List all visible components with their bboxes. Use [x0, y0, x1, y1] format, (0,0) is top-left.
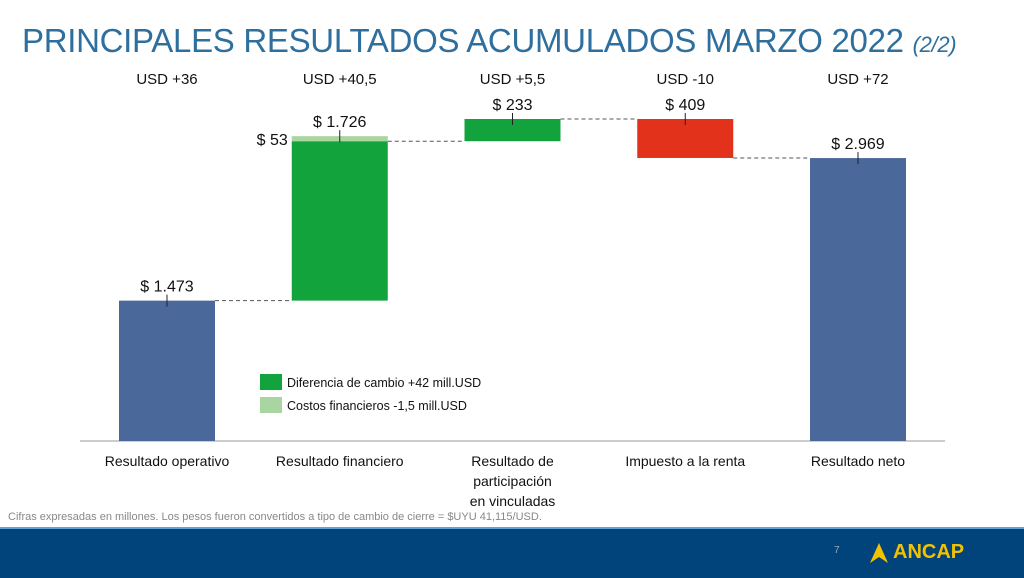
title-text: PRINCIPALES RESULTADOS ACUMULADOS MARZO … — [22, 22, 904, 59]
category-label: Resultado financiero — [276, 453, 404, 469]
legend-label: Diferencia de cambio +42 mill.USD — [287, 376, 481, 390]
category-label: en vinculadas — [470, 493, 556, 509]
value-label: $ 409 — [665, 97, 705, 114]
legend-swatch — [260, 374, 282, 390]
value-label: $ 233 — [492, 97, 532, 114]
category-label: Impuesto a la renta — [625, 453, 745, 469]
category-label: participación — [473, 473, 552, 489]
legend-label: Costos financieros -1,5 mill.USD — [287, 399, 467, 413]
bar-participacion — [464, 119, 561, 142]
ancap-logo-icon — [870, 542, 888, 563]
title-suffix: (2/2) — [912, 32, 957, 57]
footer-bar: 7 ANCAP — [0, 527, 1024, 578]
category-label: Resultado operativo — [105, 453, 230, 469]
usd-label: USD +72 — [827, 71, 888, 88]
value-label: $ 2.969 — [831, 136, 884, 153]
usd-label: USD +5,5 — [480, 71, 545, 88]
page-title: PRINCIPALES RESULTADOS ACUMULADOS MARZO … — [22, 22, 957, 60]
page-number: 7 — [834, 545, 840, 556]
footnote: Cifras expresadas en millones. Los pesos… — [8, 511, 542, 523]
bar-resultado-operativo — [119, 300, 215, 441]
category-label: Resultado de — [471, 453, 554, 469]
usd-label: USD +36 — [136, 71, 197, 88]
value-label: $ 1.726 — [313, 114, 366, 131]
value-label: $ 1.473 — [140, 279, 193, 296]
usd-label: USD -10 — [656, 71, 714, 88]
usd-label: USD +40,5 — [303, 71, 377, 88]
bar-resultado-neto — [810, 158, 906, 441]
bar-resultado-financiero — [291, 141, 388, 301]
ancap-logo: ANCAP — [870, 541, 964, 564]
bar-impuesto — [637, 119, 734, 158]
waterfall-chart: $ 1.473 $ 1.726 $ 233 $ 409 $ 2.969 $ 53 USD +… — [80, 71, 945, 509]
cost-label: $ 53 — [257, 132, 288, 149]
legend-swatch — [260, 397, 282, 413]
logo-text: ANCAP — [893, 541, 965, 563]
category-label: Resultado neto — [811, 453, 905, 469]
